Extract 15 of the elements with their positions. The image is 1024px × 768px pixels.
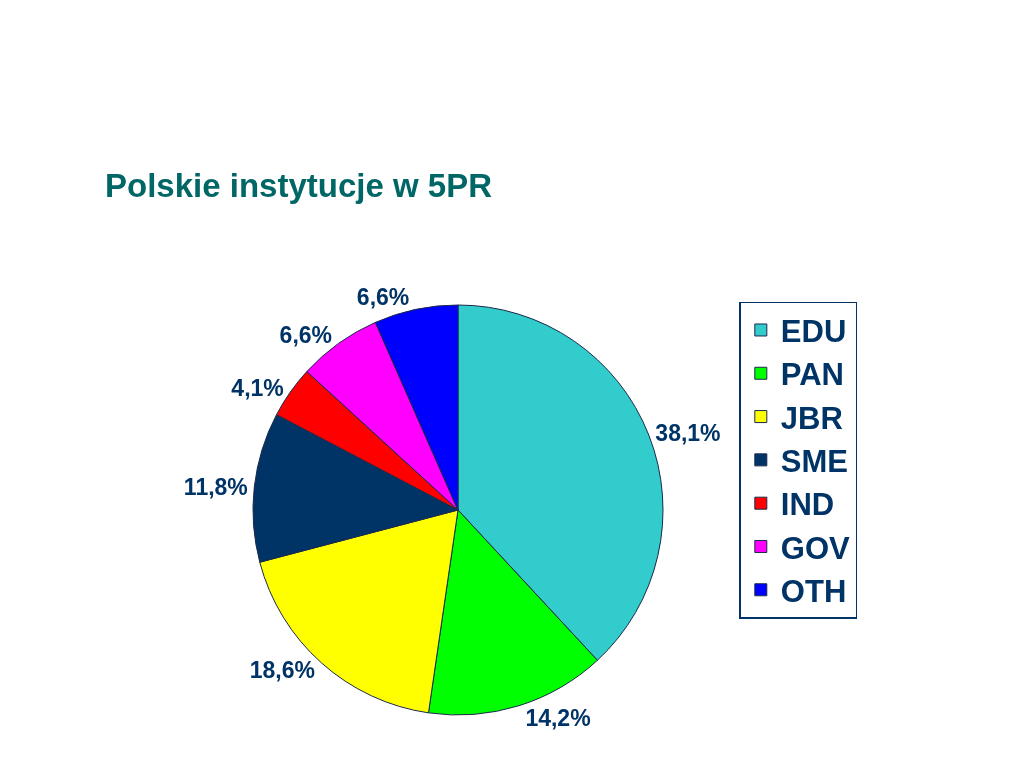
data-label: 18,6%	[249, 657, 315, 684]
legend-label: GOV	[780, 530, 851, 566]
legend-label: OTH	[780, 573, 847, 609]
data-label: 14,2%	[525, 704, 591, 731]
chart-title: Polskie instytucje w 5PR	[105, 166, 493, 204]
legend-label: IND	[780, 487, 835, 523]
data-label: 11,8%	[183, 473, 248, 500]
legend-label: EDU	[780, 314, 847, 350]
legend-label: PAN	[780, 357, 844, 393]
data-label: 38,1%	[655, 420, 721, 447]
data-label: 6,6%	[356, 283, 410, 310]
legend-label: JBR	[780, 400, 843, 436]
data-label: 4,1%	[231, 374, 284, 401]
data-label: 6,6%	[279, 321, 333, 348]
legend-label: SME	[780, 443, 849, 479]
